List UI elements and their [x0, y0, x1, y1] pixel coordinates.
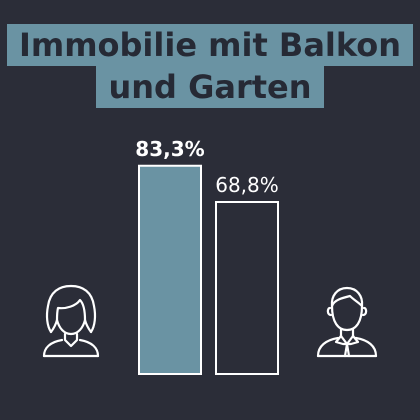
bar-männer	[215, 201, 279, 375]
chart-title: Immobilie mit Balkon und Garten	[0, 24, 420, 108]
woman-icon	[42, 284, 100, 358]
value-label-männer: 68,8%	[215, 173, 279, 197]
bar-frauen	[138, 164, 202, 375]
value-label-frauen: 83,3%	[135, 137, 204, 161]
man-icon	[316, 286, 378, 358]
title-line-1: Immobilie mit Balkon	[6, 24, 414, 66]
title-line-2: und Garten	[96, 66, 324, 108]
